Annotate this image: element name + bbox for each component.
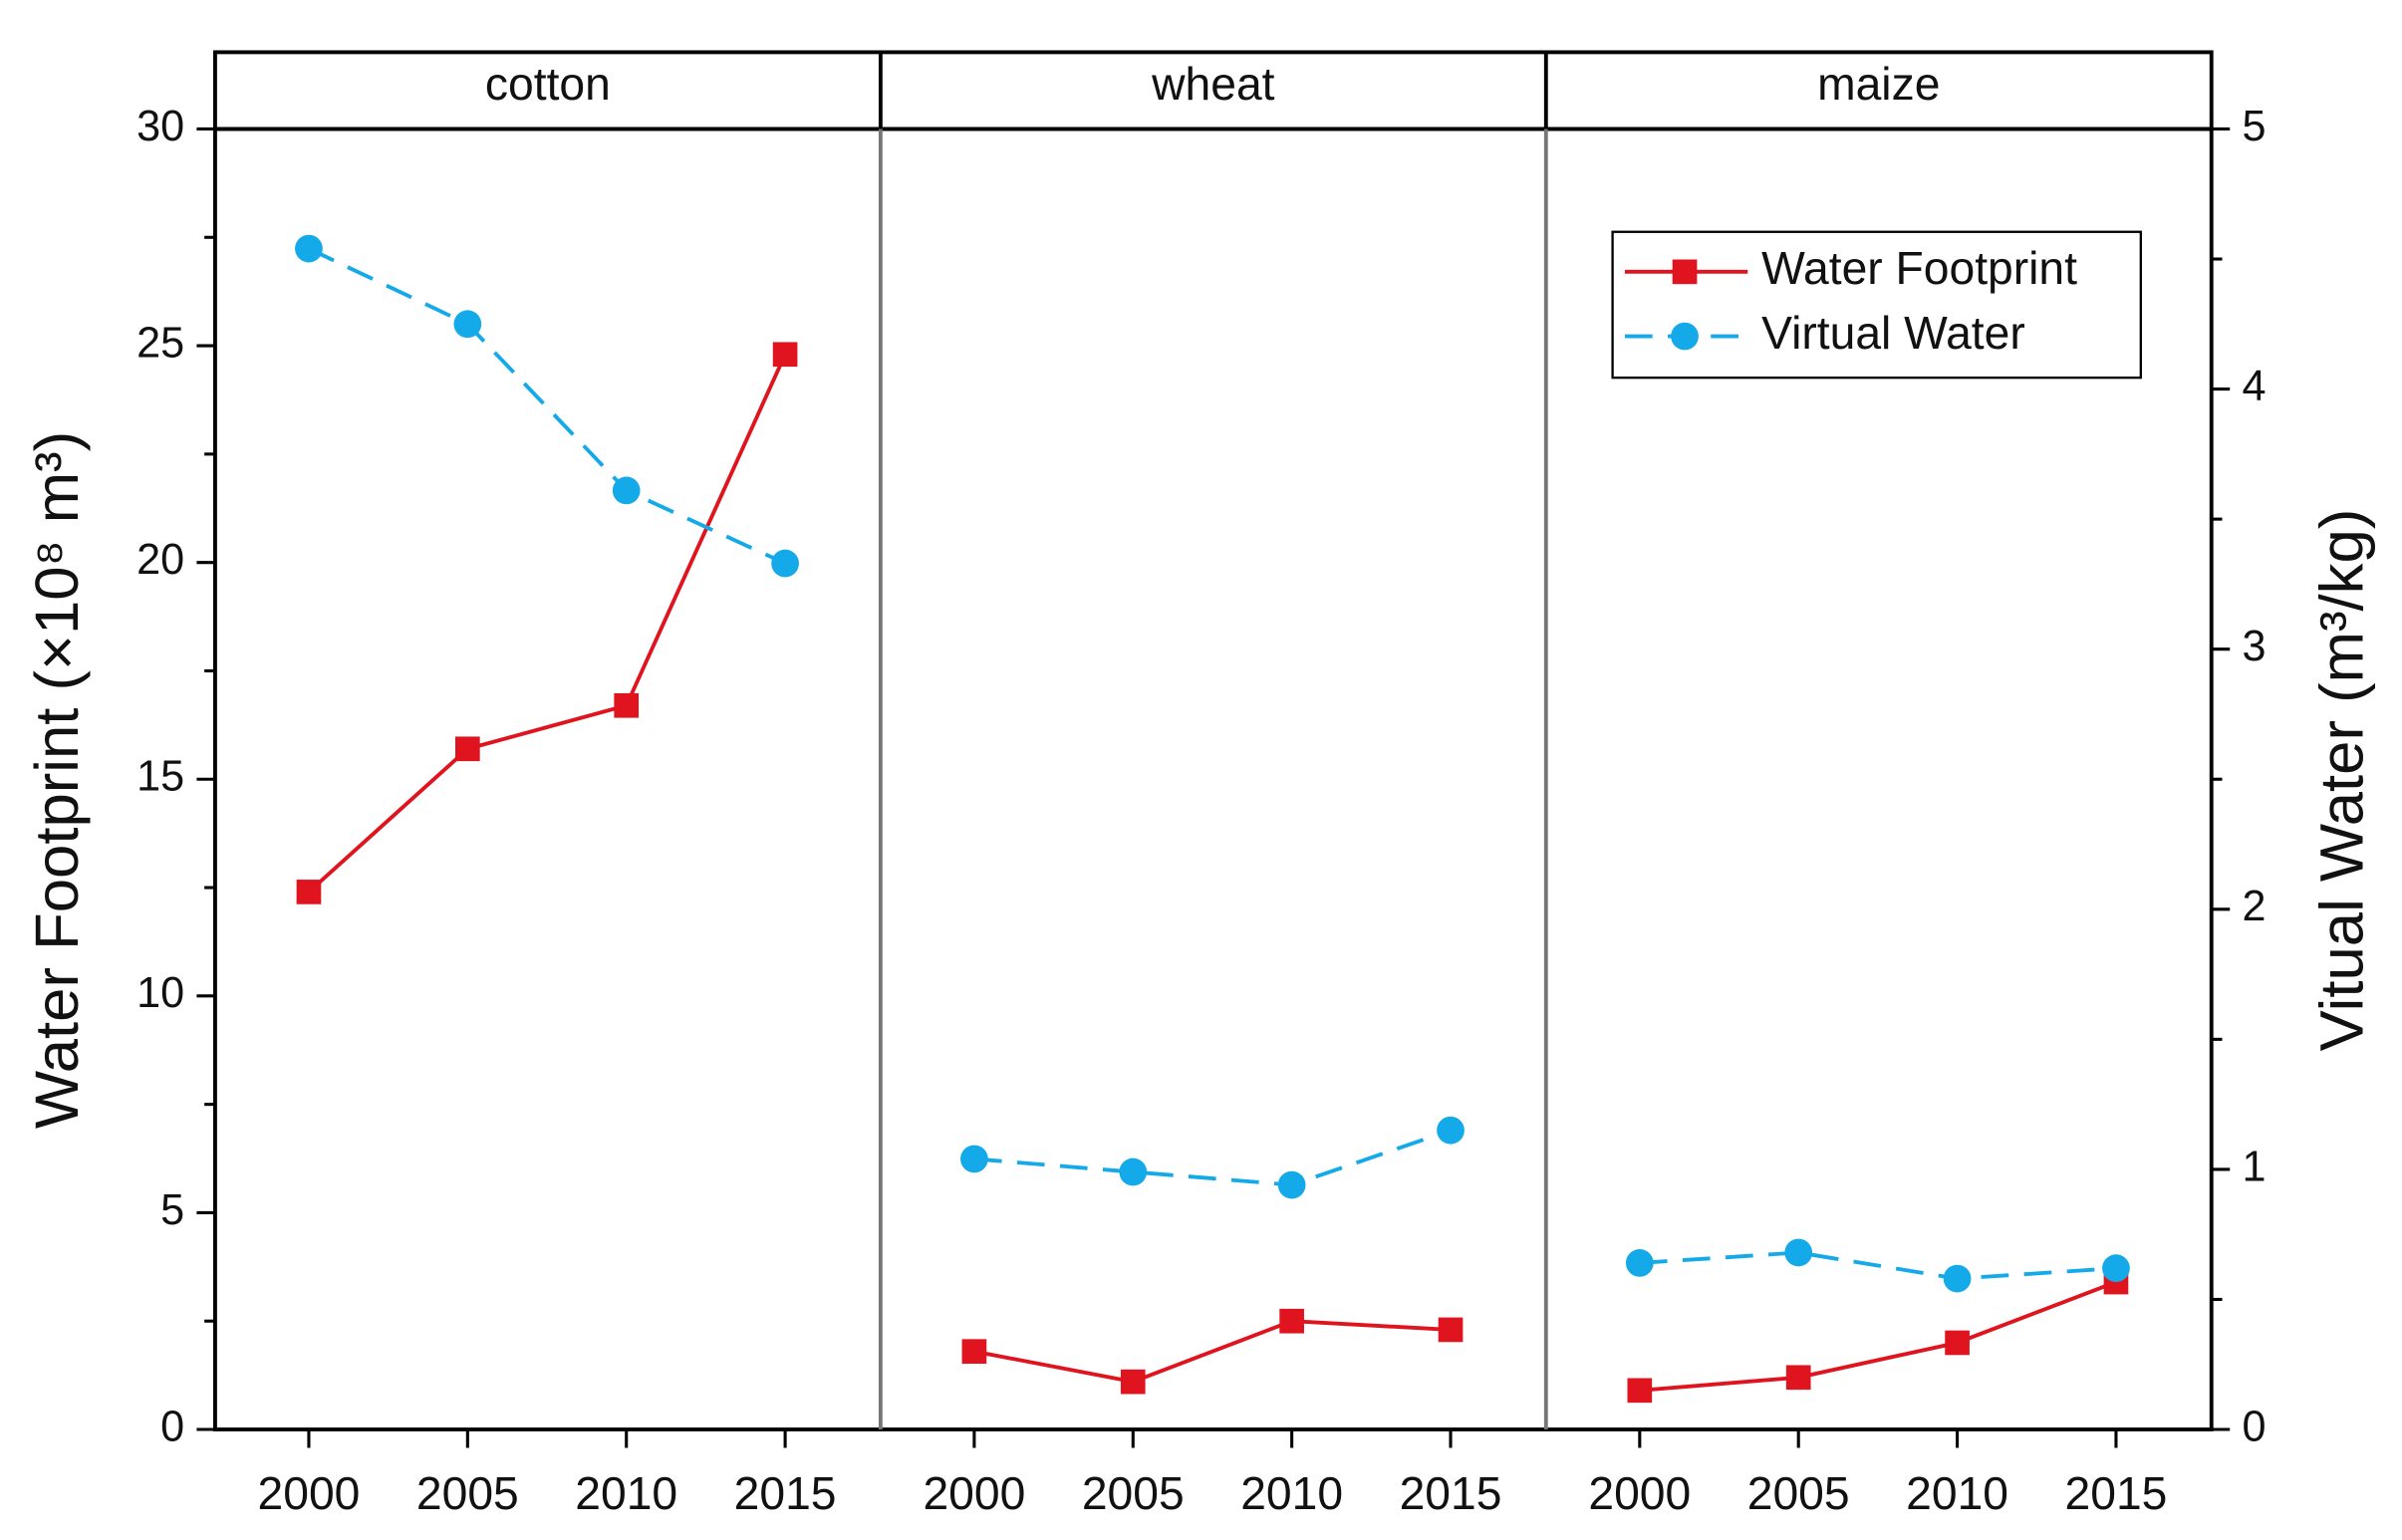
point (296, 880, 322, 904)
y-tick-label: 15 (136, 753, 184, 801)
point (455, 736, 480, 762)
point (1120, 1369, 1146, 1395)
point (1119, 1157, 1148, 1186)
point (1785, 1365, 1811, 1391)
series-line (973, 1128, 1452, 1187)
point (1277, 1170, 1306, 1199)
point (960, 1145, 988, 1173)
point (2102, 1254, 2130, 1283)
x-tick-label: 2010 (1240, 1467, 1343, 1519)
x-tick-label: 2005 (1082, 1467, 1185, 1519)
series-line (973, 1319, 1452, 1385)
point (771, 549, 799, 578)
y-tick-label: 20 (136, 536, 184, 584)
legend-label: Virtual Water (1761, 307, 2025, 359)
panel-title: wheat (1151, 58, 1275, 110)
strip (213, 50, 2214, 131)
y2-tick-label: 4 (2243, 363, 2267, 410)
y-axis-label: Water Footprint (×10⁸ m³) (23, 431, 92, 1129)
x-tick-label: 2000 (923, 1467, 1025, 1519)
point (295, 234, 323, 263)
y-tick-label: 25 (136, 319, 184, 367)
y2-tick-label: 5 (2243, 103, 2267, 150)
legend-marker (1671, 322, 1699, 351)
series-line (307, 353, 787, 894)
point (1625, 1249, 1654, 1277)
y-tick-label: 30 (136, 103, 184, 150)
series-line (308, 246, 786, 566)
series-line (1639, 1250, 2117, 1281)
x-tick-label: 2005 (1747, 1467, 1850, 1519)
y2-tick-label: 0 (2243, 1403, 2267, 1450)
legend-box (1611, 230, 2142, 380)
x-tick-label: 2000 (258, 1467, 361, 1519)
y-tick-label: 0 (160, 1403, 184, 1450)
point (1279, 1308, 1304, 1334)
panel-title: maize (1817, 58, 1940, 110)
x-tick-label: 2015 (1400, 1467, 1502, 1519)
y2-tick-label: 2 (2243, 883, 2267, 930)
y-tick-label: 10 (136, 969, 184, 1017)
point (1784, 1238, 1813, 1267)
panel-title: cotton (485, 58, 611, 110)
y-tick-label: 5 (160, 1186, 184, 1234)
point (1627, 1378, 1653, 1404)
point (1437, 1116, 1465, 1145)
point (1943, 1264, 1972, 1293)
legend-label: Water Footprint (1761, 242, 2077, 294)
point (453, 310, 482, 339)
x-tick-label: 2015 (2065, 1467, 2168, 1519)
y2-axis-label: Vitual Water (m³/kg) (2308, 509, 2377, 1052)
point (614, 692, 640, 718)
point (1945, 1330, 1970, 1356)
point (961, 1339, 987, 1365)
y2-tick-label: 1 (2243, 1143, 2267, 1190)
point (772, 342, 798, 368)
x-tick-label: 2010 (1906, 1467, 2008, 1519)
point (612, 476, 641, 505)
x-tick-label: 2010 (575, 1467, 677, 1519)
x-tick-label: 2005 (416, 1467, 519, 1519)
series-line (1639, 1280, 2117, 1393)
x-tick-label: 2000 (1588, 1467, 1691, 1519)
y2-tick-label: 3 (2243, 623, 2267, 670)
point (1438, 1317, 1464, 1343)
x-tick-label: 2015 (734, 1467, 837, 1519)
legend-marker (1672, 259, 1698, 285)
